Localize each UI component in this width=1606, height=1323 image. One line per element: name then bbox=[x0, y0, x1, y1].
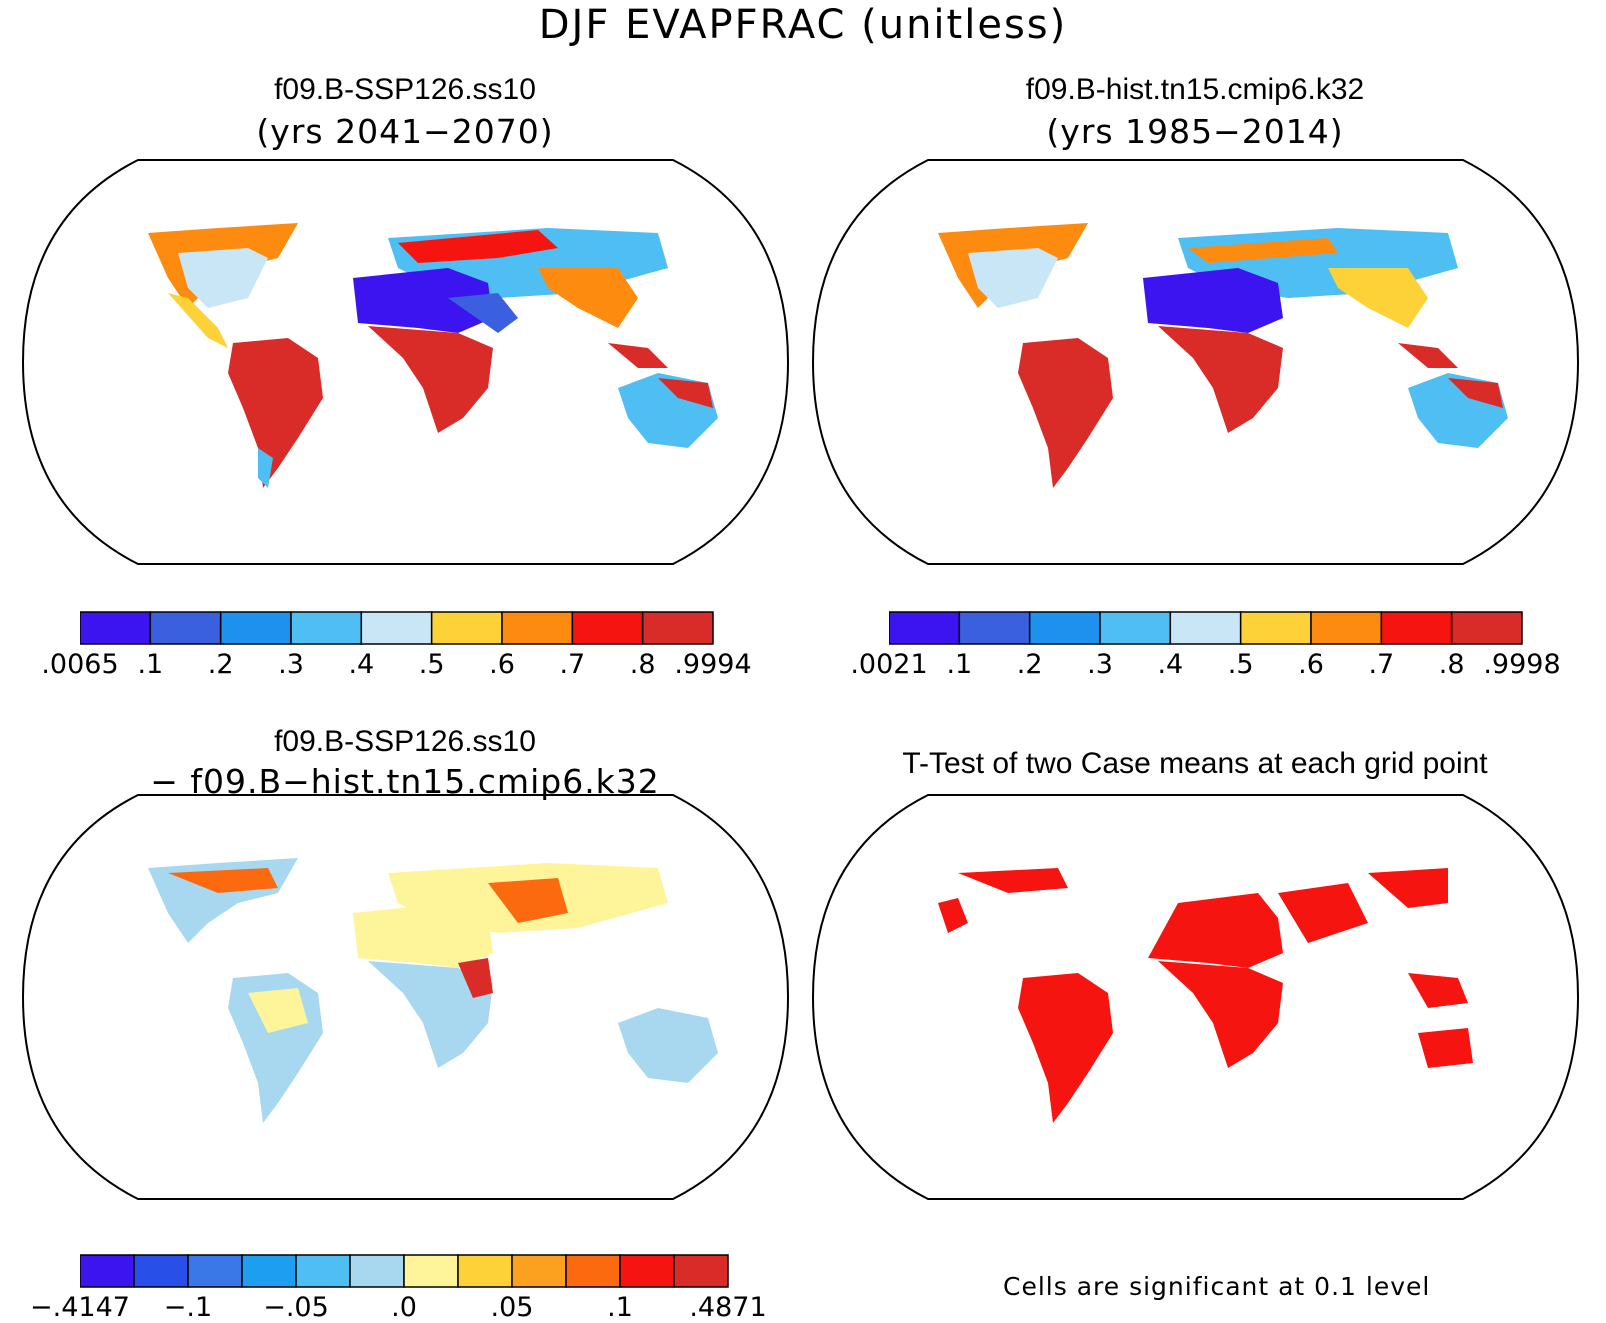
significance-note: Cells are significant at 0.1 level bbox=[1003, 1272, 1431, 1301]
colorbar-swatch bbox=[571, 611, 644, 645]
colorbar-tick-label: −.05 bbox=[263, 1292, 329, 1323]
panel-2-title: f09.B-hist.tn15.cmip6.k32 bbox=[1025, 73, 1365, 106]
colorbar-swatch bbox=[958, 611, 1031, 645]
panel-4-map bbox=[811, 794, 1580, 1200]
panel-1-title: f09.B-SSP126.ss10 bbox=[274, 73, 536, 106]
colorbar-swatch bbox=[1099, 611, 1172, 645]
colorbar-swatch bbox=[1450, 611, 1523, 645]
colorbar-swatch bbox=[360, 611, 433, 645]
panel-2-map bbox=[811, 159, 1580, 565]
colorbar-swatch bbox=[501, 611, 574, 645]
colorbar-swatch bbox=[349, 1254, 405, 1288]
colorbar-swatch bbox=[403, 1254, 459, 1288]
colorbar-tick-label: −.1 bbox=[163, 1292, 213, 1323]
colorbar-swatch bbox=[430, 611, 503, 645]
map-border bbox=[21, 159, 790, 565]
panel-3-map bbox=[21, 794, 790, 1200]
panel-4-title: T-Test of two Case means at each grid po… bbox=[902, 747, 1488, 780]
africa-shading bbox=[368, 326, 493, 433]
colorbar-2 bbox=[889, 611, 1523, 645]
colorbar-tick-label: .8 bbox=[629, 649, 656, 680]
colorbar-tick-label: .7 bbox=[1368, 649, 1395, 680]
colorbar-swatch bbox=[80, 611, 152, 645]
colorbar-swatch bbox=[457, 1254, 513, 1288]
colorbar-tick-label: .5 bbox=[1227, 649, 1254, 680]
colorbar-swatch bbox=[1310, 611, 1383, 645]
colorbar-tick-label: .2 bbox=[1016, 649, 1043, 680]
colorbar-tick-label: .1 bbox=[137, 649, 164, 680]
colorbar-tick-label: .4 bbox=[348, 649, 375, 680]
colorbar-tick-label: .0 bbox=[391, 1292, 417, 1323]
panel-2-subtitle: (yrs 1985−2014) bbox=[1046, 112, 1344, 151]
panel-3-title: f09.B-SSP126.ss10 bbox=[274, 725, 536, 758]
panel-1-subtitle: (yrs 2041−2070) bbox=[256, 112, 554, 151]
colorbar-swatch bbox=[290, 611, 363, 645]
colorbar-swatch bbox=[1028, 611, 1101, 645]
colorbar-tick-label: .4 bbox=[1157, 649, 1184, 680]
colorbar-tick-label: .3 bbox=[1087, 649, 1113, 680]
colorbar-tick-label: .2 bbox=[207, 649, 234, 680]
colorbar-tick-label: .05 bbox=[490, 1292, 534, 1323]
colorbar-swatch bbox=[673, 1254, 729, 1288]
colorbar-swatch bbox=[1239, 611, 1312, 645]
colorbar-swatch bbox=[641, 611, 714, 645]
sa-shading bbox=[228, 338, 323, 488]
colorbar-tick-label: .9994 bbox=[674, 649, 752, 680]
colorbar-tick-label: .8 bbox=[1438, 649, 1465, 680]
figure-title: DJF EVAPFRAC (unitless) bbox=[538, 2, 1068, 48]
colorbar-tick-label: .9998 bbox=[1483, 649, 1561, 680]
colorbar-swatch bbox=[187, 1254, 243, 1288]
colorbar-swatch bbox=[1169, 611, 1242, 645]
colorbar-swatch bbox=[80, 1254, 135, 1288]
colorbar-tick-label: .1 bbox=[607, 1292, 633, 1323]
colorbar-tick-label: .6 bbox=[489, 649, 515, 680]
colorbar-tick-label: .7 bbox=[559, 649, 586, 680]
colorbar-swatch bbox=[241, 1254, 297, 1288]
colorbar-swatch bbox=[565, 1254, 621, 1288]
colorbar-swatch bbox=[619, 1254, 675, 1288]
colorbar-1 bbox=[80, 611, 714, 645]
colorbar-tick-label: .4871 bbox=[689, 1292, 767, 1323]
colorbar-tick-label: .0065 bbox=[41, 649, 119, 680]
colorbar-swatch bbox=[295, 1254, 351, 1288]
panel-1-map bbox=[21, 159, 790, 565]
colorbar-swatch bbox=[1380, 611, 1453, 645]
colorbar-swatch bbox=[511, 1254, 567, 1288]
colorbar-tick-label: .6 bbox=[1298, 649, 1324, 680]
sahara-shading bbox=[353, 268, 493, 333]
colorbar-swatch bbox=[133, 1254, 189, 1288]
colorbar-3 bbox=[80, 1254, 729, 1288]
colorbar-tick-label: .3 bbox=[278, 649, 304, 680]
colorbar-swatch bbox=[889, 611, 961, 645]
colorbar-tick-label: .5 bbox=[418, 649, 445, 680]
colorbar-swatch bbox=[219, 611, 292, 645]
colorbar-tick-label: .1 bbox=[946, 649, 973, 680]
colorbar-tick-label: .0021 bbox=[850, 649, 928, 680]
colorbar-tick-label: −.4147 bbox=[30, 1292, 130, 1323]
colorbar-swatch bbox=[149, 611, 222, 645]
